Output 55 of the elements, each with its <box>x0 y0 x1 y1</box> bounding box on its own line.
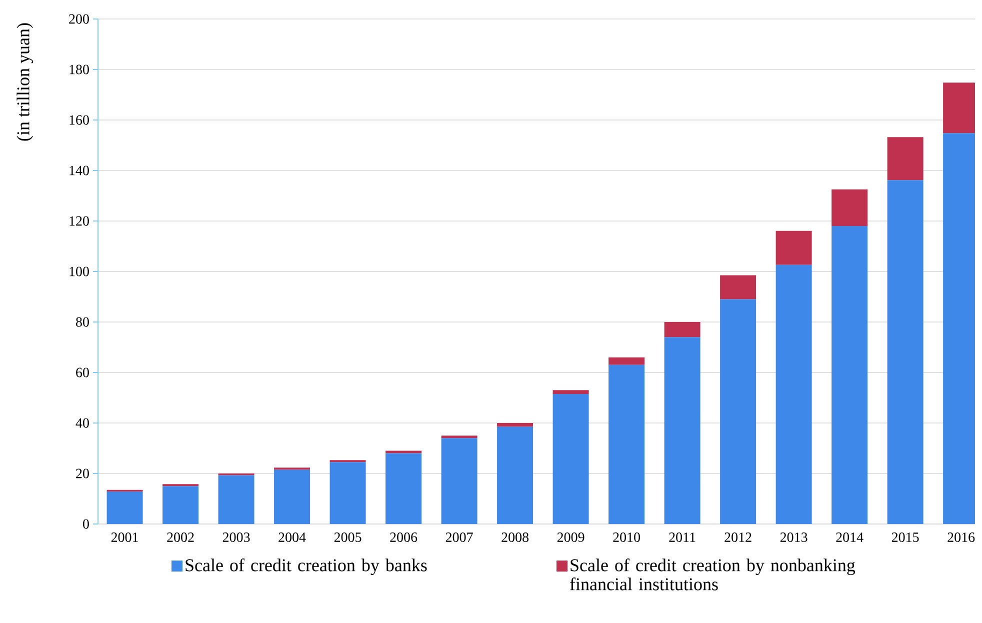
bar <box>608 364 645 524</box>
x-tick-label: 2014 <box>836 532 864 542</box>
x-tick-label: 2009 <box>557 532 584 542</box>
bar <box>497 422 534 427</box>
y-tick-label: 180 <box>70 64 89 74</box>
bar <box>832 226 868 524</box>
bar <box>386 453 422 524</box>
bar <box>887 137 924 180</box>
y-tick-label: 40 <box>76 418 89 428</box>
y-tick-label: 120 <box>70 216 89 226</box>
bar <box>497 426 534 524</box>
bar <box>720 275 756 300</box>
x-tick-label: 2016 <box>948 532 975 542</box>
y-tick-label: 160 <box>70 115 89 125</box>
x-tick-label: 2004 <box>278 532 306 542</box>
x-tick-label: 2001 <box>111 532 138 542</box>
legend-label: Scale of credit creation by banks <box>186 558 427 576</box>
bar <box>441 438 478 524</box>
bar <box>720 299 756 524</box>
x-tick-label: 2003 <box>222 532 250 542</box>
bar <box>274 470 310 524</box>
bar <box>218 475 254 524</box>
y-tick-label: 140 <box>70 166 89 176</box>
x-tick-label: 2010 <box>613 532 640 542</box>
bar <box>608 357 645 365</box>
bar <box>887 180 924 524</box>
x-tick-label: 2013 <box>780 532 808 542</box>
y-tick-label: 60 <box>76 368 89 378</box>
x-tick-label: 2007 <box>446 532 473 542</box>
x-tick-label: 2015 <box>892 532 919 542</box>
y-axis-title: (in trillion yuan) <box>16 23 34 141</box>
bar <box>776 230 812 265</box>
x-tick-label: 2002 <box>167 532 194 542</box>
bar <box>106 492 143 524</box>
x-tick-label: 2006 <box>390 532 418 542</box>
bar <box>664 322 700 338</box>
y-tick-label: 80 <box>76 317 89 327</box>
bar <box>162 486 199 524</box>
legend-label: Scale of credit creation by nonbanking financial institutions <box>570 558 856 590</box>
y-tick-label: 0 <box>83 519 89 529</box>
x-tick-label: 2012 <box>724 532 752 542</box>
x-tick-label: 2008 <box>502 532 528 542</box>
bar <box>832 189 868 226</box>
y-tick-label: 20 <box>76 468 89 478</box>
bar <box>552 390 589 394</box>
bar <box>664 337 700 524</box>
bar <box>386 450 422 454</box>
x-tick-label: 2011 <box>669 532 696 542</box>
bar <box>330 462 366 524</box>
bar <box>776 264 812 524</box>
x-tick-label: 2005 <box>334 532 362 542</box>
y-tick-label: 200 <box>69 14 89 24</box>
y-tick-label: 100 <box>70 266 89 276</box>
bar <box>441 436 478 438</box>
bar <box>552 394 589 524</box>
